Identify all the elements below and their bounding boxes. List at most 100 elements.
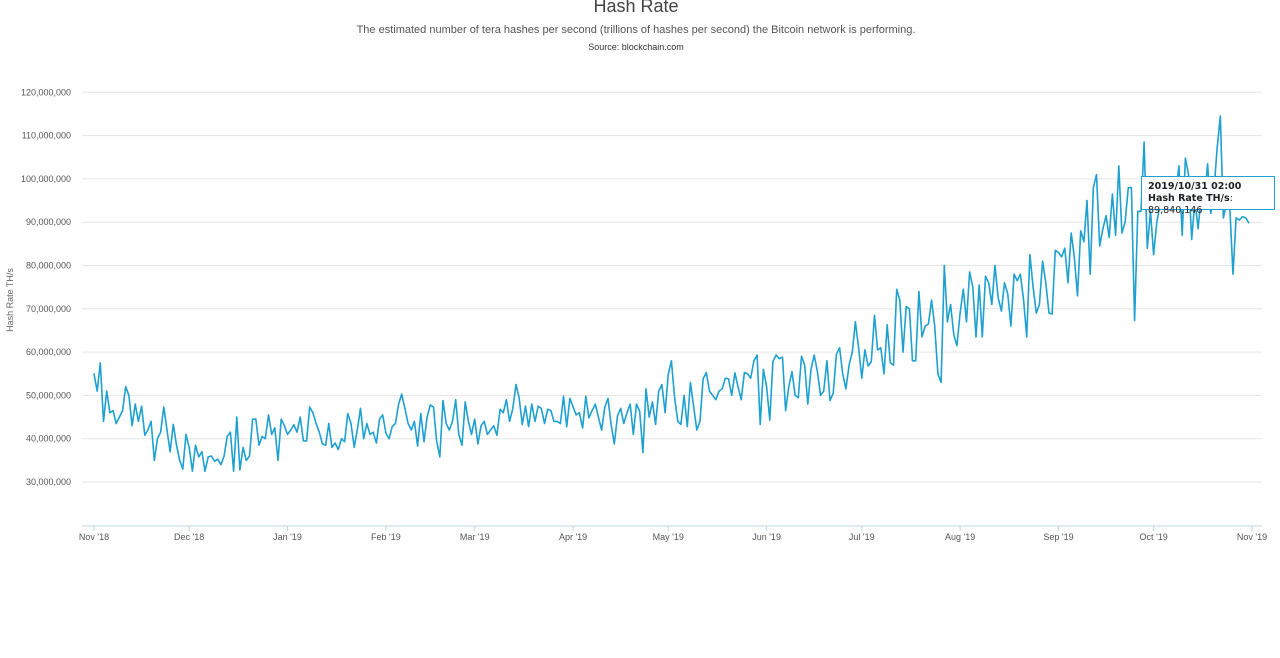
data-point[interactable] xyxy=(1143,141,1145,143)
data-point[interactable] xyxy=(1178,165,1180,167)
data-point[interactable] xyxy=(1010,325,1012,327)
data-point[interactable] xyxy=(810,368,812,370)
data-point[interactable] xyxy=(661,384,663,386)
data-point[interactable] xyxy=(940,381,942,383)
data-point[interactable] xyxy=(753,360,755,362)
data-point[interactable] xyxy=(959,312,961,314)
data-point[interactable] xyxy=(274,427,276,429)
data-point[interactable] xyxy=(1241,216,1244,218)
data-point[interactable] xyxy=(601,429,603,431)
data-point[interactable] xyxy=(689,381,692,383)
data-point[interactable] xyxy=(969,271,971,273)
data-point[interactable] xyxy=(134,403,136,405)
data-point[interactable] xyxy=(1083,241,1085,243)
data-point[interactable] xyxy=(445,422,447,425)
data-point[interactable] xyxy=(258,444,260,446)
data-point[interactable] xyxy=(204,470,206,472)
data-point[interactable] xyxy=(927,323,930,325)
data-point[interactable] xyxy=(759,423,761,425)
data-point[interactable] xyxy=(163,406,165,408)
data-point[interactable] xyxy=(835,353,838,355)
data-point[interactable] xyxy=(413,420,415,422)
data-point[interactable] xyxy=(420,413,422,415)
data-point[interactable] xyxy=(791,371,793,373)
data-point[interactable] xyxy=(680,423,682,425)
data-point[interactable] xyxy=(277,459,279,461)
data-point[interactable] xyxy=(306,440,308,442)
data-point[interactable] xyxy=(696,429,698,431)
data-point[interactable] xyxy=(737,386,739,388)
data-point[interactable] xyxy=(531,403,533,405)
data-point[interactable] xyxy=(816,371,819,373)
data-point[interactable] xyxy=(559,422,562,425)
data-point[interactable] xyxy=(591,410,593,412)
data-point[interactable] xyxy=(1099,245,1101,247)
data-point[interactable] xyxy=(1003,282,1006,284)
data-point[interactable] xyxy=(756,354,758,356)
data-point[interactable] xyxy=(1248,222,1250,224)
data-point[interactable] xyxy=(1019,273,1022,275)
data-point[interactable] xyxy=(1054,249,1056,251)
data-point[interactable] xyxy=(566,426,568,428)
data-point[interactable] xyxy=(394,422,396,425)
data-point[interactable] xyxy=(160,431,162,433)
data-point[interactable] xyxy=(147,429,149,431)
data-point[interactable] xyxy=(740,399,742,401)
data-point[interactable] xyxy=(417,445,419,447)
data-point[interactable] xyxy=(762,368,765,370)
data-point[interactable] xyxy=(677,420,679,422)
data-point[interactable] xyxy=(807,403,809,405)
data-point[interactable] xyxy=(1023,299,1025,301)
data-point[interactable] xyxy=(899,299,901,301)
data-point[interactable] xyxy=(283,425,285,427)
data-point[interactable] xyxy=(988,282,990,284)
data-point[interactable] xyxy=(845,388,847,390)
data-point[interactable] xyxy=(1156,221,1158,223)
data-point[interactable] xyxy=(1207,163,1209,165)
data-point[interactable] xyxy=(290,429,292,431)
data-point[interactable] xyxy=(864,349,866,351)
data-point[interactable] xyxy=(946,321,949,323)
data-point[interactable] xyxy=(388,438,390,440)
data-point[interactable] xyxy=(493,425,495,427)
data-point[interactable] xyxy=(721,388,723,390)
data-point[interactable] xyxy=(293,424,295,426)
data-point[interactable] xyxy=(125,386,127,388)
data-point[interactable] xyxy=(118,416,120,418)
data-point[interactable] xyxy=(902,351,904,353)
data-point[interactable] xyxy=(198,456,200,458)
data-point[interactable] xyxy=(477,443,479,445)
data-point[interactable] xyxy=(1051,313,1053,315)
data-point[interactable] xyxy=(496,434,498,436)
data-point[interactable] xyxy=(372,431,374,433)
data-point[interactable] xyxy=(436,440,438,442)
data-point[interactable] xyxy=(128,394,130,396)
data-point[interactable] xyxy=(122,410,124,412)
data-point[interactable] xyxy=(233,470,235,472)
data-point[interactable] xyxy=(715,399,717,401)
data-point[interactable] xyxy=(480,425,482,427)
data-point[interactable] xyxy=(686,426,688,428)
data-point[interactable] xyxy=(366,422,368,425)
hash-rate-series-line[interactable] xyxy=(93,115,1250,473)
data-point[interactable] xyxy=(1153,254,1155,256)
data-point[interactable] xyxy=(578,412,581,414)
data-point[interactable] xyxy=(543,422,546,425)
data-point[interactable] xyxy=(597,416,600,418)
data-point[interactable] xyxy=(166,429,168,431)
data-point[interactable] xyxy=(458,433,460,435)
data-point[interactable] xyxy=(448,429,450,431)
data-point[interactable] xyxy=(1111,193,1113,195)
data-point[interactable] xyxy=(550,410,552,412)
data-point[interactable] xyxy=(1048,312,1050,314)
data-point[interactable] xyxy=(569,397,571,399)
data-point[interactable] xyxy=(534,420,536,422)
data-point[interactable] xyxy=(905,306,907,308)
data-point[interactable] xyxy=(750,377,752,379)
data-point[interactable] xyxy=(743,371,746,374)
data-point[interactable] xyxy=(391,426,393,428)
data-point[interactable] xyxy=(896,288,898,290)
data-point[interactable] xyxy=(724,377,726,379)
data-point[interactable] xyxy=(426,416,428,418)
data-point[interactable] xyxy=(718,390,720,392)
